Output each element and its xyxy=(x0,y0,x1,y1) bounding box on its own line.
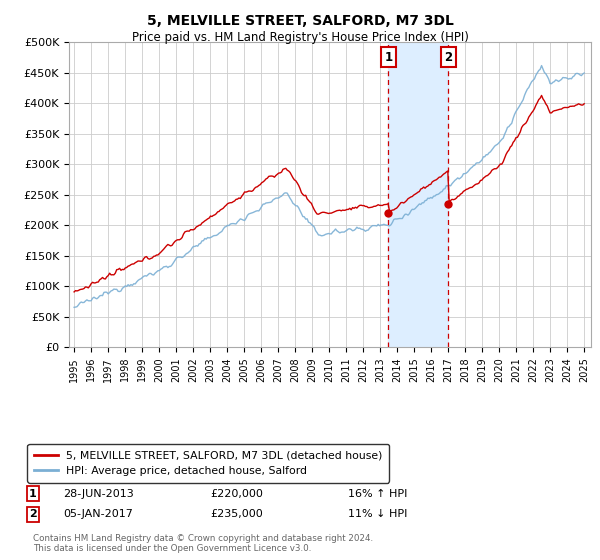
Text: 2: 2 xyxy=(29,509,37,519)
Text: 16% ↑ HPI: 16% ↑ HPI xyxy=(348,489,407,499)
Text: £220,000: £220,000 xyxy=(210,489,263,499)
Text: Price paid vs. HM Land Registry's House Price Index (HPI): Price paid vs. HM Land Registry's House … xyxy=(131,31,469,44)
Text: 1: 1 xyxy=(385,51,392,64)
Text: Contains HM Land Registry data © Crown copyright and database right 2024.
This d: Contains HM Land Registry data © Crown c… xyxy=(33,534,373,553)
Text: 05-JAN-2017: 05-JAN-2017 xyxy=(63,509,133,519)
Bar xyxy=(388,42,448,347)
Text: 11% ↓ HPI: 11% ↓ HPI xyxy=(348,509,407,519)
Text: 28-JUN-2013: 28-JUN-2013 xyxy=(63,489,134,499)
Text: 2: 2 xyxy=(444,51,452,64)
Text: £235,000: £235,000 xyxy=(210,509,263,519)
Text: 1: 1 xyxy=(29,489,37,499)
Legend: 5, MELVILLE STREET, SALFORD, M7 3DL (detached house), HPI: Average price, detach: 5, MELVILLE STREET, SALFORD, M7 3DL (det… xyxy=(28,444,389,483)
Text: 5, MELVILLE STREET, SALFORD, M7 3DL: 5, MELVILLE STREET, SALFORD, M7 3DL xyxy=(146,14,454,28)
